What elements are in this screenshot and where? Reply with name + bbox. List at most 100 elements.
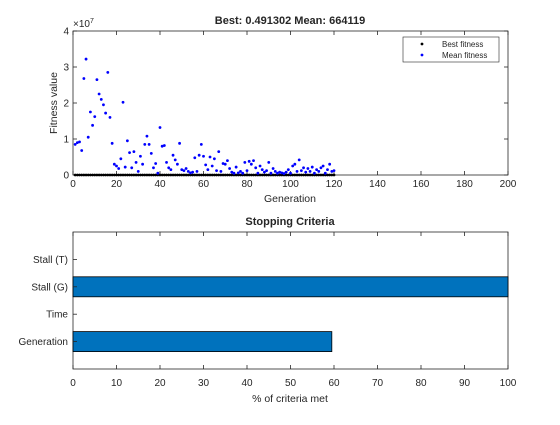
best-fitness-point xyxy=(260,173,264,177)
x-tick-label: 10 xyxy=(111,378,123,389)
best-fitness-point xyxy=(297,173,301,177)
best-fitness-point xyxy=(186,173,190,177)
best-fitness-point xyxy=(80,173,84,177)
best-fitness-point xyxy=(265,173,268,177)
mean-fitness-point xyxy=(197,153,201,157)
best-fitness-point xyxy=(199,173,203,177)
best-fitness-point xyxy=(123,173,127,177)
best-fitness-point xyxy=(134,173,138,177)
x-tick-label: 0 xyxy=(70,179,76,190)
mean-fitness-point xyxy=(189,171,192,175)
mean-fitness-point xyxy=(269,171,273,175)
x-tick-label: 200 xyxy=(500,179,517,190)
mean-fitness-point xyxy=(249,162,253,166)
best-fitness-point xyxy=(230,173,234,177)
category-label: Stall (T) xyxy=(33,255,68,266)
stopping-criteria-plot: Stopping Criteria Stall (T) Stall (G) Time… xyxy=(19,216,517,405)
best-fitness-point xyxy=(247,173,251,177)
mean-fitness-point xyxy=(158,126,162,129)
y-tick-label: 2 xyxy=(63,99,69,110)
mean-fitness-point xyxy=(139,154,142,158)
x-tick-label: 0 xyxy=(70,378,76,389)
best-fitness-point xyxy=(332,173,336,177)
x-tick-label: 60 xyxy=(328,378,340,389)
legend-mean-label: Mean fitness xyxy=(442,51,487,60)
best-fitness-point xyxy=(295,173,299,177)
mean-fitness-series xyxy=(73,57,336,175)
x-tick-label: 50 xyxy=(285,378,297,389)
mean-fitness-point xyxy=(241,171,245,175)
best-fitness-point xyxy=(73,173,77,177)
best-fitness-point xyxy=(284,173,288,177)
x-tick-label: 60 xyxy=(198,179,210,190)
mean-fitness-point xyxy=(243,161,247,164)
best-fitness-point xyxy=(299,173,303,177)
best-fitness-point xyxy=(143,173,147,177)
mean-fitness-point xyxy=(169,168,173,172)
x-tick-label: 100 xyxy=(500,378,517,389)
fitness-plot-title: Best: 0.491302 Mean: 664119 xyxy=(215,15,365,27)
best-fitness-point xyxy=(280,173,284,177)
best-fitness-point xyxy=(104,173,108,177)
best-fitness-point xyxy=(110,173,114,177)
mean-fitness-point xyxy=(252,159,255,163)
mean-fitness-point xyxy=(280,171,284,175)
best-fitness-point xyxy=(169,173,173,177)
best-fitness-point xyxy=(263,173,266,177)
legend-best-label: Best fitness xyxy=(442,40,483,49)
best-fitness-point xyxy=(115,173,118,177)
best-fitness-point xyxy=(173,173,177,177)
mean-fitness-point xyxy=(319,166,323,170)
best-fitness-point xyxy=(125,173,129,177)
category-label: Time xyxy=(46,310,68,321)
x-tick-label: 160 xyxy=(413,179,430,190)
best-fitness-point xyxy=(152,173,155,177)
best-fitness-point xyxy=(132,173,136,177)
fitness-plot: Best: 0.491302 Mean: 664119 0 1 2 3 4 0 20 40 6… xyxy=(48,15,517,205)
best-fitness-point xyxy=(91,173,94,177)
best-fitness-point xyxy=(197,173,201,177)
mean-fitness-point xyxy=(119,157,123,161)
mean-fitness-point xyxy=(223,162,227,166)
best-fitness-point xyxy=(160,173,164,177)
best-fitness-point xyxy=(273,173,277,177)
mean-fitness-point xyxy=(156,171,160,175)
x-tick-label: 140 xyxy=(369,179,386,190)
mean-fitness-point xyxy=(95,78,99,81)
best-fitness-point xyxy=(234,173,238,177)
mean-fitness-point xyxy=(167,166,171,170)
mean-fitness-point xyxy=(212,157,216,161)
mean-fitness-point xyxy=(89,110,92,114)
mean-fitness-point xyxy=(117,167,121,170)
mean-fitness-point xyxy=(217,150,221,154)
mean-fitness-point xyxy=(267,161,271,164)
stopping-criteria-x-ticks: 0 10 20 30 40 50 60 70 80 90 100 xyxy=(70,232,517,389)
mean-fitness-point xyxy=(247,159,251,163)
mean-fitness-point xyxy=(78,140,81,144)
best-fitness-point xyxy=(217,173,221,177)
mean-fitness-point xyxy=(97,92,101,96)
mean-fitness-point xyxy=(80,149,84,152)
best-fitness-point xyxy=(180,173,184,177)
mean-fitness-point xyxy=(136,170,140,173)
mean-fitness-point xyxy=(115,164,118,168)
x-tick-label: 80 xyxy=(415,378,427,389)
best-fitness-point xyxy=(154,173,158,177)
mean-fitness-point xyxy=(121,100,125,104)
mean-fitness-point xyxy=(176,162,179,166)
mean-fitness-point xyxy=(178,141,181,145)
best-fitness-point xyxy=(321,173,325,177)
best-fitness-point xyxy=(165,173,168,177)
best-fitness-point xyxy=(206,173,210,177)
best-fitness-point xyxy=(245,173,249,177)
best-fitness-point xyxy=(293,173,297,177)
mean-fitness-point xyxy=(171,153,175,157)
mean-fitness-point xyxy=(239,170,242,173)
best-fitness-point xyxy=(149,173,153,177)
mean-fitness-point xyxy=(299,169,303,173)
best-fitness-point xyxy=(99,173,103,177)
best-fitness-point xyxy=(121,173,125,177)
mean-fitness-point xyxy=(221,162,225,165)
legend-box xyxy=(402,36,500,63)
